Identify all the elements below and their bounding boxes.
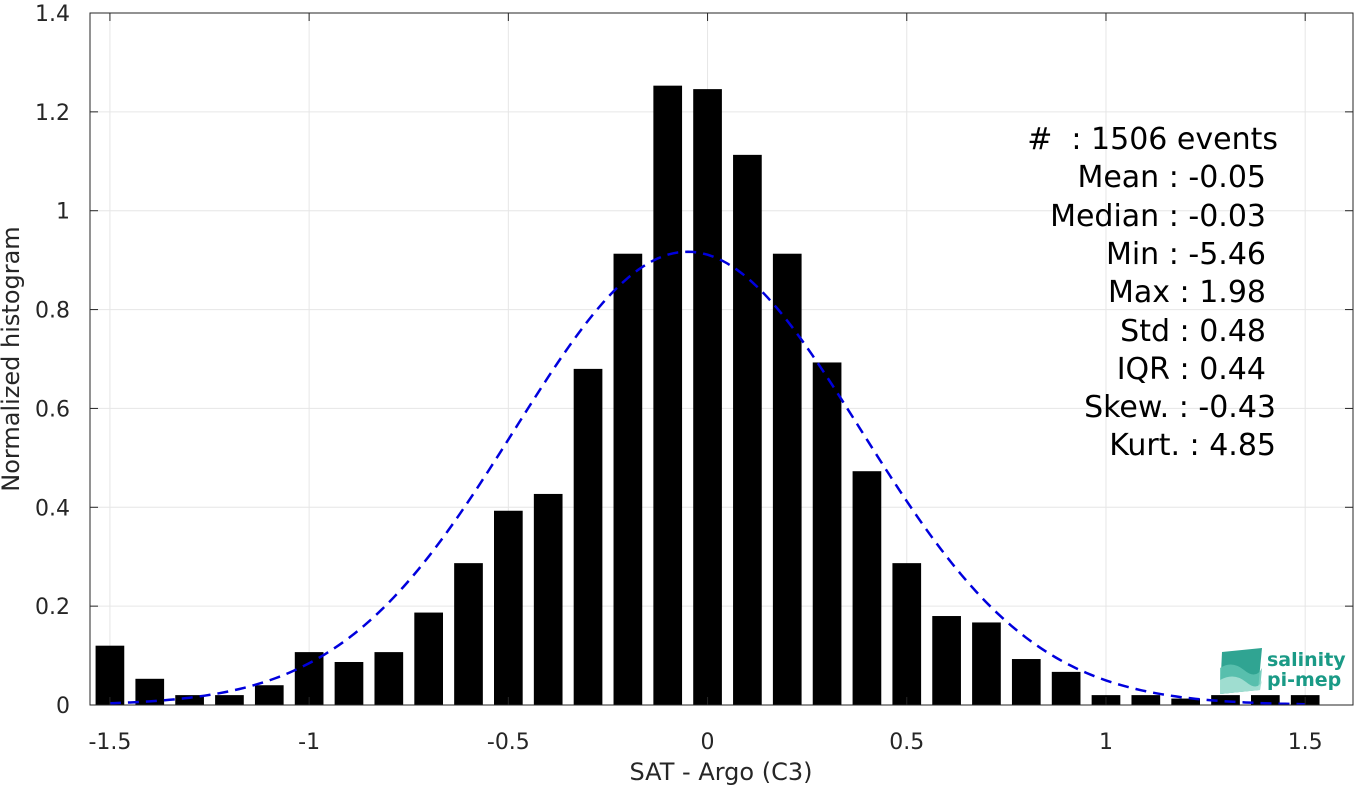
x-tick-label: -1.5 xyxy=(88,730,131,755)
histogram-bar xyxy=(1251,695,1280,705)
histogram-bar xyxy=(932,616,961,705)
histogram-bar xyxy=(454,563,483,705)
histogram-bar xyxy=(1051,671,1081,705)
logo-line1: salinity xyxy=(1267,649,1346,671)
y-axis-label: Normalized histogram xyxy=(0,226,25,491)
stat-std: Std : 0.48 xyxy=(1120,314,1266,349)
y-tick-label: 0.2 xyxy=(35,595,70,620)
x-axis-label: SAT - Argo (C3) xyxy=(630,758,813,786)
stat-median: Median : -0.03 xyxy=(1050,199,1266,234)
histogram-bar xyxy=(733,154,762,706)
histogram-bar xyxy=(95,645,125,705)
logo-line2: pi-mep xyxy=(1267,669,1341,691)
plot-frame xyxy=(89,12,1354,706)
y-tick-label: 1 xyxy=(56,200,70,225)
histogram-bar xyxy=(653,85,683,705)
y-tick-label: 0 xyxy=(56,694,70,719)
histogram-bar xyxy=(254,685,284,705)
axis-ticks xyxy=(90,12,1353,706)
x-tick-label: 1.5 xyxy=(1288,730,1323,755)
histogram-bar xyxy=(374,652,404,705)
stat-kurt: Kurt. : 4.85 xyxy=(1109,428,1276,463)
histogram-bar xyxy=(573,368,603,705)
stats-annotation: # : 1506 events Mean : -0.05 Median : -0… xyxy=(1027,122,1278,463)
x-tick-label: -1 xyxy=(298,730,320,755)
histogram-bar xyxy=(494,510,523,705)
histogram-bar xyxy=(175,695,204,705)
stat-events: # : 1506 events xyxy=(1027,122,1278,157)
x-tick-label: -0.5 xyxy=(487,730,530,755)
wave-logo-icon xyxy=(1220,648,1262,694)
x-tick-label: 1 xyxy=(1099,730,1113,755)
y-tick-labels: 0 0.2 0.4 0.6 0.8 1 1.2 1.4 xyxy=(35,2,70,719)
y-tick-label: 0.4 xyxy=(35,496,70,521)
stat-skew: Skew. : -0.43 xyxy=(1084,390,1276,425)
stat-iqr: IQR : 0.44 xyxy=(1117,352,1266,387)
histogram-bar xyxy=(1131,695,1161,705)
histogram-bar xyxy=(294,652,324,705)
y-tick-label: 0.6 xyxy=(35,397,70,422)
histogram-bar xyxy=(1211,695,1240,705)
histogram-bar xyxy=(334,661,364,705)
histogram-bar xyxy=(1171,698,1201,705)
x-tick-label: 0 xyxy=(701,730,715,755)
histogram-bar xyxy=(613,253,643,705)
histogram-bar xyxy=(414,612,444,705)
x-tick-label: 0.5 xyxy=(889,730,924,755)
fit-curve xyxy=(109,250,1306,706)
stat-mean: Mean : -0.05 xyxy=(1077,160,1266,195)
histogram-bar xyxy=(972,622,1001,705)
salinity-pimep-logo: salinity pi-mep xyxy=(1220,648,1346,694)
x-tick-labels: -1.5 -1 -0.5 0 0.5 1 1.5 xyxy=(88,730,1322,755)
stat-min: Min : -5.46 xyxy=(1106,237,1266,272)
histogram-bar xyxy=(215,695,244,705)
y-tick-label: 1.4 xyxy=(35,2,70,27)
stat-max: Max : 1.98 xyxy=(1108,275,1266,310)
y-tick-label: 0.8 xyxy=(35,299,70,324)
histogram-bar xyxy=(852,471,882,705)
histogram-bar xyxy=(693,89,722,706)
histogram-bar xyxy=(533,493,563,705)
y-tick-label: 1.2 xyxy=(35,101,70,126)
histogram-bar xyxy=(892,563,922,705)
histogram-bar xyxy=(812,362,842,705)
histogram-bar xyxy=(1011,659,1041,705)
histogram-bar xyxy=(772,253,802,705)
